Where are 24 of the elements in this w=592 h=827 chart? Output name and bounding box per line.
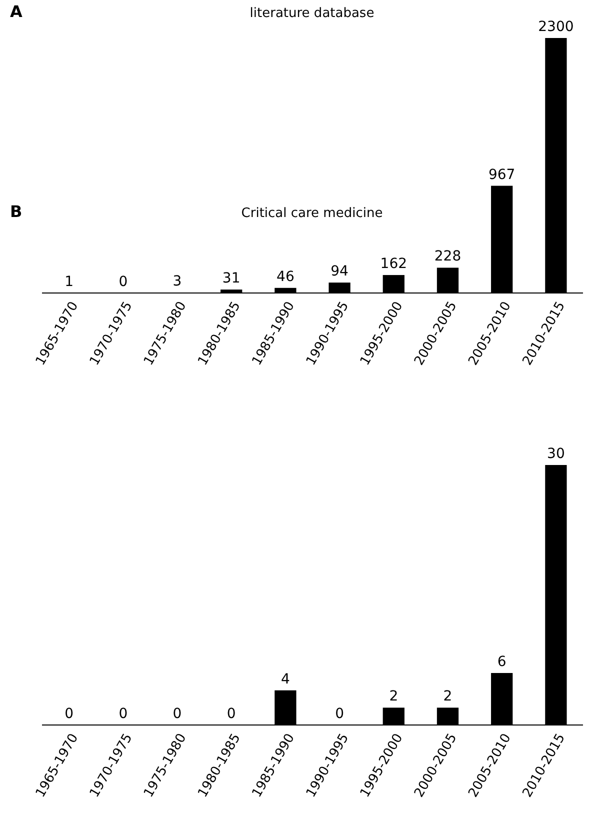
data-label: 6 [497,654,506,670]
data-label: 46 [276,268,294,285]
text: A [10,2,23,21]
data-label: 30 [547,446,565,462]
data-label: 2 [443,688,452,705]
data-label: 0 [226,706,236,722]
data-label: 2 [389,688,398,705]
data-label: 0 [172,706,182,722]
data-label: 0 [64,706,74,722]
data-label: 94 [330,264,349,280]
data-label: 0 [118,706,128,722]
data-label: 162 [380,256,408,272]
data-label: 0 [335,706,344,722]
data-label: 228 [434,248,462,265]
chart-title: Critical care medicine [241,206,383,221]
data-label: 3 [172,274,182,290]
data-label: 0 [118,274,128,290]
data-label: 1 [64,274,74,290]
data-label: 2300 [538,19,574,35]
text: B [10,202,22,221]
chart-title: literature database [250,6,374,21]
data-label: 4 [280,671,290,688]
data-label: 967 [488,166,516,183]
data-label: 31 [222,270,240,287]
